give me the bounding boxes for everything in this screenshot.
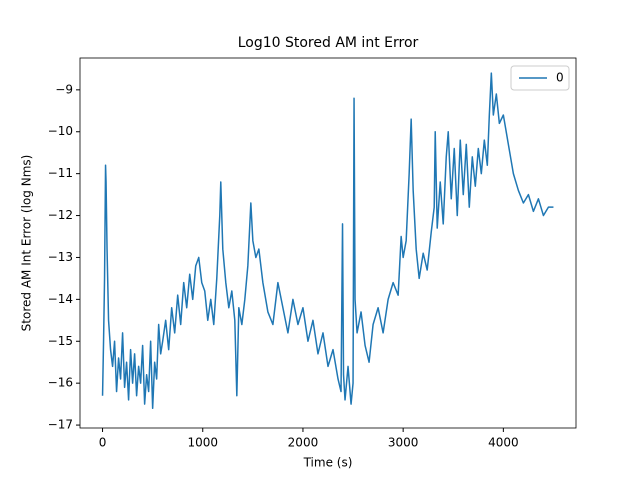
y-tick-label: −12 bbox=[48, 208, 73, 222]
x-tick-label: 0 bbox=[99, 436, 107, 450]
y-tick-label: −11 bbox=[48, 166, 73, 180]
y-tick-label: −9 bbox=[55, 82, 73, 96]
y-axis-label: Stored AM Int Error (log Nms) bbox=[20, 155, 34, 332]
y-tick-label: −15 bbox=[48, 334, 73, 348]
y-tick-label: −16 bbox=[48, 376, 73, 390]
x-axis-label: Time (s) bbox=[303, 456, 353, 470]
x-tick-label: 3000 bbox=[388, 436, 419, 450]
x-tick-label: 4000 bbox=[488, 436, 519, 450]
y-tick-label: −13 bbox=[48, 250, 73, 264]
y-tick-label: −10 bbox=[48, 124, 73, 138]
legend-label: 0 bbox=[556, 71, 564, 85]
chart-title: Log10 Stored AM int Error bbox=[238, 35, 419, 51]
plot-frame bbox=[79, 57, 577, 429]
x-tick-label: 2000 bbox=[288, 436, 319, 450]
y-tick-label: −14 bbox=[48, 292, 73, 306]
data-line bbox=[101, 72, 554, 410]
y-tick-label: −17 bbox=[48, 418, 73, 432]
x-tick-label: 1000 bbox=[187, 436, 218, 450]
